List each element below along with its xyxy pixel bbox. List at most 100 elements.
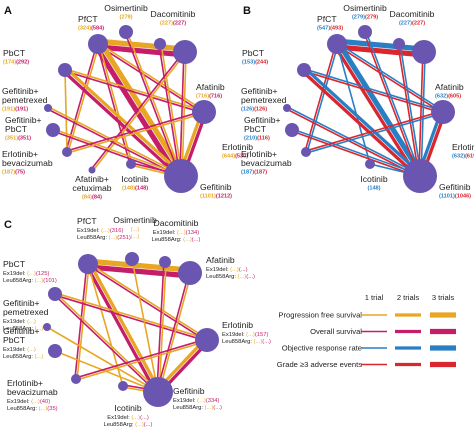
node-count-icotinib: (148) <box>367 185 380 191</box>
node-afatinib <box>412 40 436 64</box>
node-subgroup-afatinib: Ex19del: (...)(...) <box>206 267 248 273</box>
node-pbct <box>48 287 62 301</box>
node-label-gefpbct: PbCT <box>5 124 28 134</box>
edge-pbct-gefitinib-second-outcome <box>53 294 158 394</box>
node-label-erlbev: Erlotinib+ <box>241 149 277 159</box>
node-label-pfct: PfCT <box>77 216 97 226</box>
node-label-erlbev: Erlotinib+ <box>2 149 38 159</box>
edge-pbct-erlbev-first-outcome <box>64 69 68 153</box>
node-subgroup-afatinib: Leu858Arg: (...)(...) <box>206 274 255 280</box>
edge-pfct-afatinib-second-outcome <box>87 264 190 279</box>
node-label-gefpem: Gefitinib+ <box>3 298 40 308</box>
node-gefitinib <box>143 377 173 407</box>
node-label-gefpbct: Gefitinib+ <box>3 326 40 336</box>
edge-pbct-erlotinib-first-outcome <box>55 292 208 340</box>
node-subgroup-erlbev: Leu858Arg: (...)(35) <box>7 406 58 412</box>
edge-pbct-gefitinib-first-outcome <box>65 67 184 176</box>
node-gefpbct <box>285 123 299 137</box>
node-label-osimertinib: Osimertinib <box>113 215 157 225</box>
node-labels: Osimertinib(279)(279) PfCT(547)(493) Dacom… <box>241 3 474 199</box>
edge-pbct-erlotinib-second-outcome <box>303 70 443 114</box>
node-subgroup-pbct: Ex19del: (...)(125) <box>3 271 49 277</box>
edge-pfct-erlotinib-first-outcome <box>88 262 209 340</box>
node-label-erlotinib: Erlotinib <box>222 320 253 330</box>
edge-afatinib-gefitinib-first-outcome <box>158 273 192 393</box>
edge-pbct-gefitinib-first-outcome <box>304 67 423 176</box>
node-count-erlotinib: (632)(619) <box>452 153 474 159</box>
edge-pbct-erlotinib-second-outcome <box>64 70 204 114</box>
node-label-pfct: PfCT <box>317 14 337 24</box>
node-label-afatinib: Afatinib <box>435 82 464 92</box>
edge-gefpem-gefitinib-first-outcome <box>48 106 182 176</box>
node-count-gefpem: (191)(191) <box>2 107 28 113</box>
node-subgroup-icotinib: Leu858Arg: (...)(...) <box>104 422 153 428</box>
panel-c: C Osimertinib (...)(...) PfCT Ex19del: (...)… <box>3 215 271 428</box>
node-label-gefpbct: Gefitinib+ <box>244 115 281 125</box>
node-erlotinib <box>431 100 455 124</box>
edges <box>47 31 208 179</box>
node-gefpem <box>283 104 291 112</box>
node-count-erlotinib: (644)(530) <box>222 153 248 159</box>
node-gefpem <box>43 323 51 331</box>
node-label-erlbev: bevacizumab <box>7 387 58 397</box>
node-subgroup-erlbev: Ex19del: (...)(40) <box>7 399 50 405</box>
node-gefitinib <box>403 159 437 193</box>
node-pfct <box>78 254 98 274</box>
edge-gefpem-gefitinib-second-outcome <box>47 108 181 178</box>
edge-pfct-gefitinib-second-outcome <box>84 264 158 394</box>
node-label-pfct: PfCT <box>78 14 98 24</box>
node-count-pbct: (153)(244) <box>242 59 268 65</box>
panel-letter: C <box>4 219 12 231</box>
panel-a: A Osimertinib(279) PfCT(324)(584) Dacomitin… <box>2 3 253 201</box>
panel-letter: B <box>243 5 251 17</box>
edge-pfct-afatinib-first-outcome <box>98 38 186 52</box>
legend-label: Objective response rate <box>282 344 362 353</box>
node-count-gefpbct: (351)(351) <box>5 136 31 142</box>
node-label-osimertinib: Osimertinib <box>343 3 387 13</box>
edge-pfct-icotinib-second-outcome <box>96 44 131 165</box>
node-subgroup-gefpem: Leu858Arg: (...) <box>3 326 43 332</box>
node-label-icotinib: Icotinib <box>114 403 141 413</box>
edge-dacomitinib-gefitinib-second-outcome <box>156 261 165 392</box>
panel-b: B Osimertinib(279)(279) PfCT(547)(493) Daco… <box>241 3 474 199</box>
edge-pfct-icotinib-first-outcome <box>336 43 371 165</box>
node-subgroup-gefitinib: Ex19del: (...)(334) <box>173 398 219 404</box>
nodes <box>43 252 219 407</box>
edge-afatinib-gefitinib-second-outcome <box>179 51 185 176</box>
node-label-gefpbct: PbCT <box>244 124 267 134</box>
edge-dacomitinib-gefitinib-first-outcome <box>160 43 183 176</box>
node-count-gefitinib: (1101)(1046) <box>439 193 471 199</box>
node-label-gefpem: Gefitinib+ <box>2 86 39 96</box>
edge-osimertinib-gefitinib-second-outcome <box>124 32 181 177</box>
node-label-gefitinib: Gefitinib <box>200 182 232 192</box>
edge-pfct-afatinib-first-outcome <box>337 38 425 52</box>
edges <box>46 258 210 395</box>
node-subgroup-osimertinib: (...) <box>131 227 140 233</box>
node-osimertinib <box>119 25 133 39</box>
edge-erlotinib-erlbev-first-outcome <box>67 112 205 154</box>
node-osimertinib <box>358 25 372 39</box>
legend-label: Grade ≥3 adverse events <box>277 360 362 369</box>
node-label-gefpem: pemetrexed <box>2 95 48 105</box>
node-subgroup-osimertinib: (...) <box>131 234 140 240</box>
node-subgroup-gefpbct: Leu858Arg: (...) <box>3 354 43 360</box>
node-label-dacomitinib: Dacomitinib <box>390 9 435 19</box>
legend-column-header: 3 trials <box>432 293 455 302</box>
edge-dacomitinib-gefitinib-second-outcome <box>158 44 181 177</box>
edge-afatinib-gefitinib-first-outcome <box>181 52 187 177</box>
node-subgroup-pbct: Leu858Arg: (...)(101) <box>3 278 57 284</box>
node-count-erlbev: (187)(75) <box>2 170 25 176</box>
node-label-erlotinib: Erlotinib <box>222 142 253 152</box>
node-osimertinib <box>125 252 139 266</box>
edge-erlotinib-erlbev-first-outcome <box>306 112 444 154</box>
edge-pbct-erlotinib-first-outcome <box>65 68 205 112</box>
node-count-afacet: (84)(84) <box>82 195 102 201</box>
edge-pfct-erlotinib-first-outcome <box>98 42 206 112</box>
node-count-afatinib: (632)(605) <box>435 93 461 99</box>
panel-letter: A <box>4 5 12 17</box>
node-label-gefitinib: Gefitinib <box>439 182 471 192</box>
node-labels: Osimertinib(279) PfCT(324)(584) Dacomitini… <box>2 3 253 201</box>
edges <box>286 31 447 179</box>
node-subgroup-gefitinib: Leu858Arg: (...)(...) <box>173 405 222 411</box>
